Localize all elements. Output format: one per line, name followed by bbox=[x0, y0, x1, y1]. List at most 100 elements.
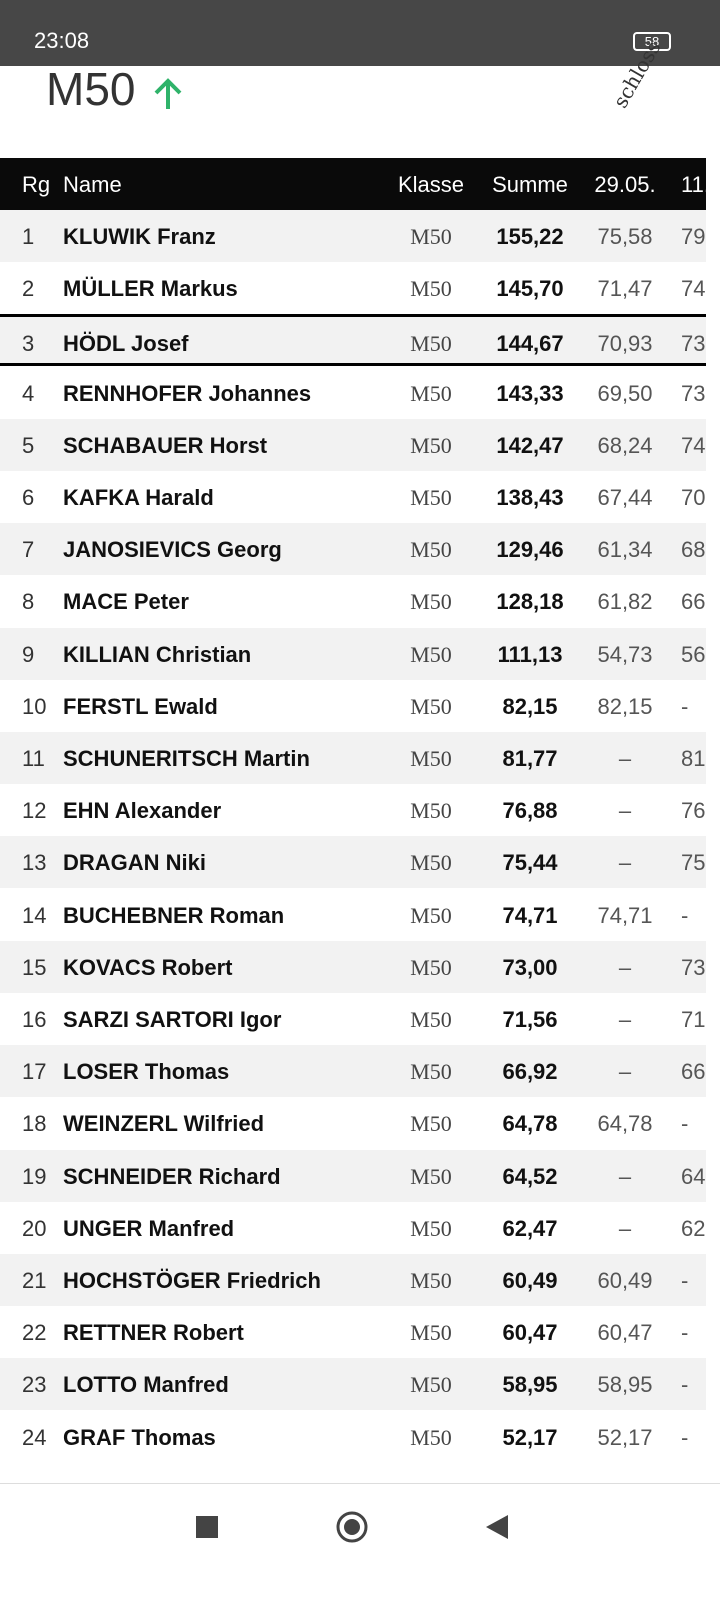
rank: 8 bbox=[22, 589, 35, 615]
name: DRAGAN Niki bbox=[63, 850, 207, 876]
score: 61,82 bbox=[597, 589, 653, 615]
table-row[interactable]: 2 MÜLLER Markus M50 145,70 71,47 74 bbox=[0, 262, 706, 314]
name: SCHABAUER Horst bbox=[63, 432, 268, 458]
rank: 19 bbox=[22, 1163, 47, 1189]
score: – bbox=[618, 746, 632, 771]
score: 60,49 bbox=[597, 1268, 653, 1293]
rank: 14 bbox=[22, 902, 47, 928]
class: M50 bbox=[410, 1163, 452, 1189]
class: M50 bbox=[410, 589, 452, 615]
rank: 2 bbox=[22, 276, 35, 302]
table-row[interactable]: 12 EHN Alexander M50 76,88 – 76 bbox=[0, 784, 706, 836]
score: 64,78 bbox=[597, 1111, 653, 1137]
score: 74,71 bbox=[597, 902, 653, 928]
score: 62 bbox=[681, 1215, 706, 1241]
rank: 22 bbox=[22, 1320, 47, 1346]
score: 61,34 bbox=[597, 537, 653, 563]
score: 74 bbox=[681, 432, 706, 458]
score: – bbox=[618, 798, 632, 824]
class: M50 bbox=[410, 1007, 452, 1032]
rank: 12 bbox=[22, 798, 47, 824]
name: RENNHOFER Johannes bbox=[63, 380, 312, 406]
class: M50 bbox=[410, 746, 452, 771]
class: M50 bbox=[410, 1111, 452, 1137]
sum: 143,33 bbox=[496, 380, 564, 406]
name: UNGER Manfred bbox=[63, 1215, 235, 1241]
table-row[interactable]: 7 JANOSIEVICS Georg M50 129,46 61,34 68 bbox=[0, 523, 706, 576]
rank: 16 bbox=[22, 1007, 47, 1032]
class: M50 bbox=[410, 276, 452, 302]
score: – bbox=[618, 1059, 632, 1085]
table-row[interactable]: 19 SCHNEIDER Richard M50 64,52 – 64 bbox=[0, 1149, 706, 1202]
name: MÜLLER Markus bbox=[63, 276, 238, 302]
score: 70 bbox=[681, 485, 706, 510]
name: HOCHSTÖGER Friedrich bbox=[63, 1268, 321, 1293]
rank: 18 bbox=[22, 1111, 47, 1137]
table-row[interactable]: 9 KILLIAN Christian M50 111,13 54,73 56 bbox=[0, 627, 706, 680]
sum: 144,67 bbox=[496, 331, 564, 357]
table-row[interactable]: 13 DRAGAN Niki M50 75,44 – 75 bbox=[0, 836, 706, 889]
table-row[interactable]: 23 LOTTO Manfred M50 58,95 58,95 - bbox=[0, 1358, 706, 1411]
home-button[interactable] bbox=[336, 1511, 368, 1543]
score: 68 bbox=[681, 537, 706, 563]
name: EHN Alexander bbox=[63, 798, 222, 824]
sum: 60,47 bbox=[502, 1320, 558, 1346]
sum: 82,15 bbox=[502, 693, 558, 719]
table-row[interactable]: 21 HOCHSTÖGER Friedrich M50 60,49 60,49 - bbox=[0, 1254, 706, 1306]
table-header: Rg Name Klasse Summe 29.05. 11. bbox=[0, 158, 706, 210]
class: M50 bbox=[410, 1320, 452, 1346]
name: RETTNER Robert bbox=[63, 1320, 244, 1346]
table-row[interactable]: 18 WEINZERL Wilfried M50 64,78 64,78 - bbox=[0, 1097, 706, 1149]
score: 75,58 bbox=[597, 224, 653, 249]
table-row[interactable]: 20 UNGER Manfred M50 62,47 – 62 bbox=[0, 1202, 706, 1254]
table-row[interactable]: 3 HÖDL Josef M50 144,67 70,93 73 bbox=[0, 314, 706, 367]
score: 71 bbox=[681, 1007, 706, 1032]
score: 76 bbox=[681, 798, 706, 824]
table-row[interactable]: 24 GRAF Thomas M50 52,17 52,17 - bbox=[0, 1411, 706, 1463]
ranking-table: Rg Name Klasse Summe 29.05. 11. 1 KLUWIK Franz M… bbox=[0, 158, 706, 1483]
sum: 76,88 bbox=[502, 798, 558, 824]
nav-bar bbox=[0, 1483, 720, 1601]
back-button[interactable] bbox=[486, 1515, 508, 1539]
sum: 81,77 bbox=[502, 746, 558, 771]
table-row[interactable]: 17 LOSER Thomas M50 66,92 – 66 bbox=[0, 1045, 706, 1098]
title-text: M50 bbox=[46, 63, 136, 115]
page-title: M50 bbox=[46, 62, 188, 116]
rank: 5 bbox=[22, 432, 35, 458]
table-row[interactable]: 14 BUCHEBNER Roman M50 74,71 74,71 - bbox=[0, 889, 706, 941]
score: 69,50 bbox=[597, 380, 653, 406]
table-row[interactable]: 1 KLUWIK Franz M50 155,22 75,58 79 bbox=[0, 210, 706, 262]
column-header: 11. bbox=[681, 172, 706, 197]
sum: 75,44 bbox=[502, 850, 558, 876]
home-dot bbox=[344, 1519, 360, 1535]
table-row[interactable]: 16 SARZI SARTORI Igor M50 71,56 – 71 bbox=[0, 993, 706, 1045]
table-row[interactable]: 4 RENNHOFER Johannes M50 143,33 69,50 73 bbox=[0, 367, 706, 419]
table-row[interactable]: 10 FERSTL Ewald M50 82,15 82,15 - bbox=[0, 680, 706, 732]
rank: 4 bbox=[22, 380, 35, 406]
table-row[interactable]: 11 SCHUNERITSCH Martin M50 81,77 – 81, bbox=[0, 732, 706, 784]
rank: 17 bbox=[22, 1059, 47, 1085]
table-row[interactable]: 5 SCHABAUER Horst M50 142,47 68,24 74 bbox=[0, 418, 706, 471]
rank: 20 bbox=[22, 1215, 47, 1241]
column-header: Klasse bbox=[397, 172, 465, 197]
score: 73 bbox=[681, 954, 706, 980]
table-row[interactable]: 22 RETTNER Robert M50 60,47 60,47 - bbox=[0, 1306, 706, 1358]
table-row[interactable]: 8 MACE Peter M50 128,18 61,82 66 bbox=[0, 575, 706, 627]
name: BUCHEBNER Roman bbox=[63, 902, 285, 928]
sum: 66,92 bbox=[502, 1059, 558, 1085]
score: - bbox=[681, 1424, 689, 1450]
class: M50 bbox=[410, 1268, 452, 1293]
score: 54,73 bbox=[597, 641, 653, 667]
table-row[interactable]: 15 KOVACS Robert M50 73,00 – 73 bbox=[0, 940, 706, 993]
score: – bbox=[618, 850, 632, 876]
recent-button[interactable] bbox=[196, 1516, 218, 1538]
rank: 9 bbox=[22, 641, 35, 667]
name: KAFKA Harald bbox=[63, 485, 214, 510]
column-header: 29.05. bbox=[594, 172, 656, 197]
sum: 128,18 bbox=[496, 589, 564, 615]
class: M50 bbox=[410, 641, 452, 667]
arrow-up[interactable] bbox=[148, 73, 188, 113]
table-row[interactable]: 6 KAFKA Harald M50 138,43 67,44 70 bbox=[0, 471, 706, 523]
name: SCHUNERITSCH Martin bbox=[63, 746, 310, 771]
rank: 23 bbox=[22, 1372, 47, 1398]
